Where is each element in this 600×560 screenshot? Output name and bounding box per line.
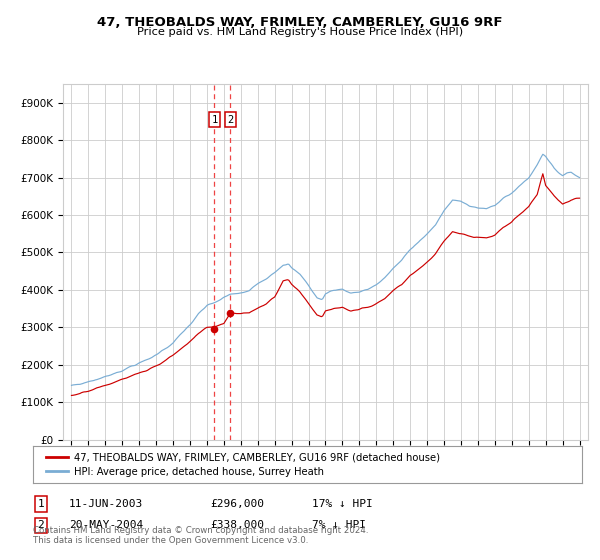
Text: 7% ↓ HPI: 7% ↓ HPI: [312, 520, 366, 530]
Text: 2: 2: [37, 520, 44, 530]
Text: 1: 1: [37, 499, 44, 509]
Text: 11-JUN-2003: 11-JUN-2003: [69, 499, 143, 509]
Text: £338,000: £338,000: [210, 520, 264, 530]
Text: 2: 2: [227, 115, 233, 124]
Text: Contains HM Land Registry data © Crown copyright and database right 2024.
This d: Contains HM Land Registry data © Crown c…: [33, 526, 368, 545]
Text: 20-MAY-2004: 20-MAY-2004: [69, 520, 143, 530]
Text: 1: 1: [211, 115, 218, 124]
Text: £296,000: £296,000: [210, 499, 264, 509]
Text: 17% ↓ HPI: 17% ↓ HPI: [312, 499, 373, 509]
Text: 47, THEOBALDS WAY, FRIMLEY, CAMBERLEY, GU16 9RF: 47, THEOBALDS WAY, FRIMLEY, CAMBERLEY, G…: [97, 16, 503, 29]
Text: Price paid vs. HM Land Registry's House Price Index (HPI): Price paid vs. HM Land Registry's House …: [137, 27, 463, 37]
Legend: 47, THEOBALDS WAY, FRIMLEY, CAMBERLEY, GU16 9RF (detached house), HPI: Average p: 47, THEOBALDS WAY, FRIMLEY, CAMBERLEY, G…: [43, 448, 445, 481]
